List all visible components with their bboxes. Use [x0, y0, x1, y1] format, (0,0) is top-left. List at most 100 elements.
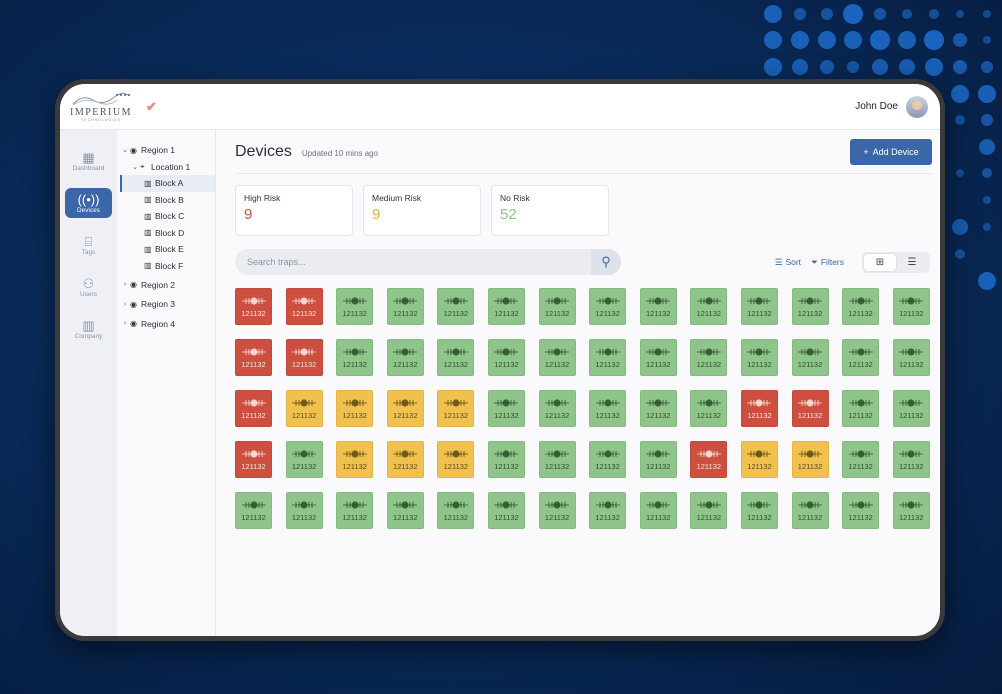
tree-block-d[interactable]: ▥ Block D [120, 225, 215, 242]
device-tile[interactable]: 121132 [639, 390, 677, 427]
device-tile[interactable]: 121132 [538, 390, 576, 427]
imperium-logo[interactable]: IMPERIUM TECHNOLOGIES [68, 92, 134, 122]
nav-devices[interactable]: ((•)) Devices [65, 188, 112, 218]
device-tile[interactable]: 121132 [639, 288, 677, 325]
device-tile[interactable]: 121132 [487, 441, 525, 478]
device-tile[interactable]: 121132 [437, 339, 475, 376]
device-tile[interactable]: 121132 [336, 492, 374, 529]
device-tile[interactable]: 121132 [791, 288, 829, 325]
device-tile[interactable]: 121132 [589, 288, 627, 325]
device-tile[interactable]: 121132 [842, 390, 880, 427]
device-tile[interactable]: 121132 [336, 390, 374, 427]
device-tile[interactable]: 121132 [437, 288, 475, 325]
list-view-button[interactable]: ☰ [896, 254, 928, 271]
device-tile[interactable]: 121132 [740, 288, 778, 325]
tree-region-1[interactable]: ⌄ ◉ Region 1 [120, 142, 215, 159]
device-tile[interactable]: 121132 [690, 492, 728, 529]
device-tile[interactable]: 121132 [285, 288, 323, 325]
device-tile[interactable]: 121132 [892, 390, 930, 427]
device-tile[interactable]: 121132 [842, 441, 880, 478]
device-tile[interactable]: 121132 [740, 390, 778, 427]
device-tile[interactable]: 121132 [386, 390, 424, 427]
tree-block-e[interactable]: ▥ Block E [120, 241, 215, 258]
search-input[interactable] [247, 257, 577, 267]
device-tile[interactable]: 121132 [892, 288, 930, 325]
device-tile[interactable]: 121132 [892, 339, 930, 376]
device-tile[interactable]: 121132 [487, 339, 525, 376]
tree-block-a[interactable]: ▥ Block A [120, 175, 215, 192]
device-tile[interactable]: 121132 [589, 492, 627, 529]
device-tile[interactable]: 121132 [740, 339, 778, 376]
filters-button[interactable]: ⏷ Filters [811, 257, 844, 268]
device-tile[interactable]: 121132 [639, 339, 677, 376]
device-tile[interactable]: 121132 [589, 339, 627, 376]
device-tile[interactable]: 121132 [336, 441, 374, 478]
device-tile[interactable]: 121132 [285, 390, 323, 427]
device-tile[interactable]: 121132 [892, 441, 930, 478]
nav-company[interactable]: ▥ Company [65, 314, 112, 344]
device-tile[interactable]: 121132 [235, 390, 272, 427]
device-tile[interactable]: 121132 [842, 288, 880, 325]
device-tile[interactable]: 121132 [740, 441, 778, 478]
device-tile[interactable]: 121132 [336, 288, 374, 325]
medium-risk-card[interactable]: Medium Risk 9 [363, 185, 481, 236]
add-device-button[interactable]: + Add Device [850, 138, 932, 165]
device-tile[interactable]: 121132 [690, 390, 728, 427]
nav-dashboard[interactable]: ▦ Dashboard [65, 146, 112, 176]
device-tile[interactable]: 121132 [892, 492, 930, 529]
device-tile[interactable]: 121132 [235, 288, 272, 325]
device-tile[interactable]: 121132 [690, 288, 728, 325]
device-tile[interactable]: 121132 [235, 339, 272, 376]
device-tile[interactable]: 121132 [487, 390, 525, 427]
device-tile[interactable]: 121132 [538, 339, 576, 376]
tree-block-f[interactable]: ▥ Block F [120, 258, 215, 275]
device-tile[interactable]: 121132 [740, 492, 778, 529]
no-risk-card[interactable]: No Risk 52 [491, 185, 609, 236]
device-tile[interactable]: 121132 [791, 390, 829, 427]
device-tile[interactable]: 121132 [690, 339, 728, 376]
device-tile[interactable]: 121132 [589, 441, 627, 478]
high-risk-card[interactable]: High Risk 9 [235, 185, 353, 236]
device-tile[interactable]: 121132 [791, 441, 829, 478]
device-tile[interactable]: 121132 [386, 441, 424, 478]
device-tile[interactable]: 121132 [538, 288, 576, 325]
tree-region-3[interactable]: › ◉ Region 3 [120, 295, 215, 313]
avatar[interactable] [906, 95, 928, 118]
device-tile[interactable]: 121132 [386, 492, 424, 529]
sort-label: Sort [785, 257, 802, 267]
tree-block-b[interactable]: ▥ Block B [120, 192, 215, 209]
tree-region-2[interactable]: › ◉ Region 2 [120, 276, 215, 294]
user-menu[interactable]: John Doe [855, 95, 928, 118]
device-tile[interactable]: 121132 [538, 492, 576, 529]
device-tile[interactable]: 121132 [386, 339, 424, 376]
tree-region-4[interactable]: › ◉ Region 4 [120, 315, 215, 333]
device-tile[interactable]: 121132 [791, 492, 829, 529]
search-button[interactable]: ⚲ [591, 249, 621, 275]
device-tile[interactable]: 121132 [437, 390, 475, 427]
device-tile[interactable]: 121132 [589, 390, 627, 427]
device-tile[interactable]: 121132 [235, 492, 272, 529]
device-tile[interactable]: 121132 [285, 492, 323, 529]
device-tile[interactable]: 121132 [639, 492, 677, 529]
device-tile[interactable]: 121132 [690, 441, 728, 478]
device-tile[interactable]: 121132 [437, 492, 475, 529]
device-tile[interactable]: 121132 [285, 339, 323, 376]
device-tile[interactable]: 121132 [336, 339, 374, 376]
nav-tags[interactable]: ⌸ Tags [65, 230, 112, 260]
device-tile[interactable]: 121132 [842, 339, 880, 376]
sort-button[interactable]: ☰ Sort [775, 257, 801, 268]
device-tile[interactable]: 121132 [842, 492, 880, 529]
nav-users[interactable]: ⚇ Users [65, 272, 112, 302]
device-tile[interactable]: 121132 [487, 288, 525, 325]
device-tile[interactable]: 121132 [235, 441, 272, 478]
device-tile[interactable]: 121132 [437, 441, 475, 478]
tree-block-c[interactable]: ▥ Block C [120, 208, 215, 225]
device-tile[interactable]: 121132 [285, 441, 323, 478]
device-tile[interactable]: 121132 [639, 441, 677, 478]
device-tile[interactable]: 121132 [487, 492, 525, 529]
device-tile[interactable]: 121132 [386, 288, 424, 325]
device-tile[interactable]: 121132 [791, 339, 829, 376]
device-tile[interactable]: 121132 [538, 441, 576, 478]
grid-view-button[interactable]: ⊞ [864, 253, 896, 271]
tree-location-1[interactable]: ⌄ ⌖ Location 1 [120, 159, 215, 176]
